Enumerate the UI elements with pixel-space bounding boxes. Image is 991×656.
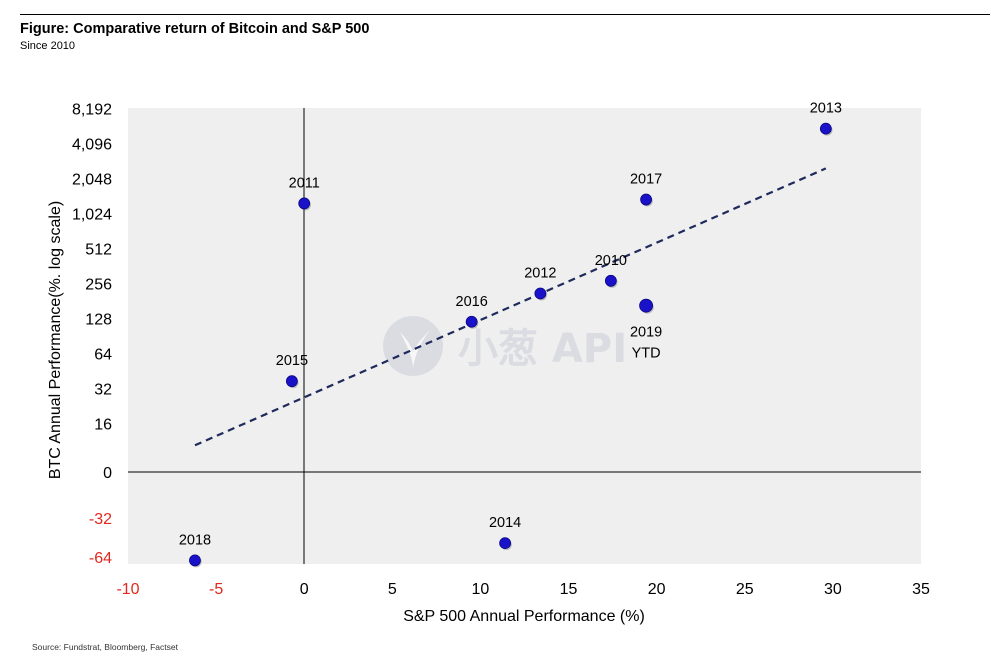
trend-line — [194, 167, 827, 447]
watermark-text: 小葱 API — [458, 326, 627, 372]
x-tick-label: 35 — [912, 581, 930, 598]
point-label: 2014 — [489, 515, 521, 531]
x-axis-title: S&P 500 Annual Performance (%) — [403, 608, 645, 625]
x-axis-ticks: -10 -5 0 5 10 15 20 25 30 35 — [116, 581, 930, 598]
point-label: YTD — [632, 346, 661, 362]
point-label: 2012 — [524, 266, 556, 282]
source-note: Source: Fundstrat, Bloomberg, Factset — [32, 642, 178, 652]
data-point — [499, 537, 512, 550]
y-tick-label: 0 — [103, 465, 112, 482]
data-point — [465, 315, 478, 328]
y-tick-label: -64 — [89, 550, 112, 567]
point-label: 2019 — [630, 325, 662, 341]
data-point — [285, 375, 298, 388]
data-point — [534, 287, 547, 300]
point-label: 2016 — [456, 294, 488, 310]
y-tick-label: 16 — [94, 417, 112, 434]
y-axis-ticks: 8,192 4,096 2,048 1,024 512 256 128 64 32 16 0 -32 -… — [72, 102, 112, 568]
x-tick-label: -10 — [116, 581, 139, 598]
point-label: 2011 — [289, 175, 320, 191]
x-tick-label: -5 — [209, 581, 223, 598]
y-axis-title: BTC Annual Performance(%. log scale) — [47, 201, 64, 479]
y-tick-label: 512 — [85, 242, 112, 259]
figure-title: Figure: Comparative return of Bitcoin an… — [20, 21, 370, 37]
point-label: 2013 — [810, 101, 842, 117]
y-tick-label: 1,024 — [72, 207, 112, 224]
watermark-logo-icon — [383, 316, 443, 376]
x-tick-label: 20 — [648, 581, 666, 598]
data-point — [639, 298, 653, 313]
data-point — [819, 122, 832, 135]
figure-subtitle: Since 2010 — [20, 40, 76, 52]
data-point — [189, 554, 201, 567]
x-tick-label: 25 — [736, 581, 754, 598]
data-points: 2013 2017 2011 2010 2012 2019 YTD 2016 2015 2014 2… — [179, 101, 842, 568]
y-tick-label: 8,192 — [72, 102, 112, 119]
y-tick-label: -32 — [89, 511, 112, 528]
data-point — [298, 197, 311, 210]
y-tick-label: 64 — [94, 347, 112, 364]
x-tick-label: 0 — [300, 581, 309, 598]
x-tick-label: 15 — [560, 581, 578, 598]
y-tick-label: 4,096 — [72, 137, 112, 154]
top-rule — [20, 14, 990, 15]
point-label: 2018 — [179, 532, 211, 548]
data-point — [640, 193, 652, 206]
point-label: 2015 — [276, 353, 308, 369]
x-tick-label: 10 — [472, 581, 490, 598]
point-label: 2017 — [630, 172, 662, 188]
y-tick-label: 128 — [85, 312, 112, 329]
point-label: 2010 — [595, 253, 627, 269]
y-tick-label: 256 — [85, 277, 112, 294]
x-tick-label: 5 — [388, 581, 397, 598]
y-tick-label: 2,048 — [72, 172, 112, 189]
x-tick-label: 30 — [824, 581, 842, 598]
y-tick-label: 32 — [94, 382, 112, 399]
data-point — [604, 274, 617, 287]
